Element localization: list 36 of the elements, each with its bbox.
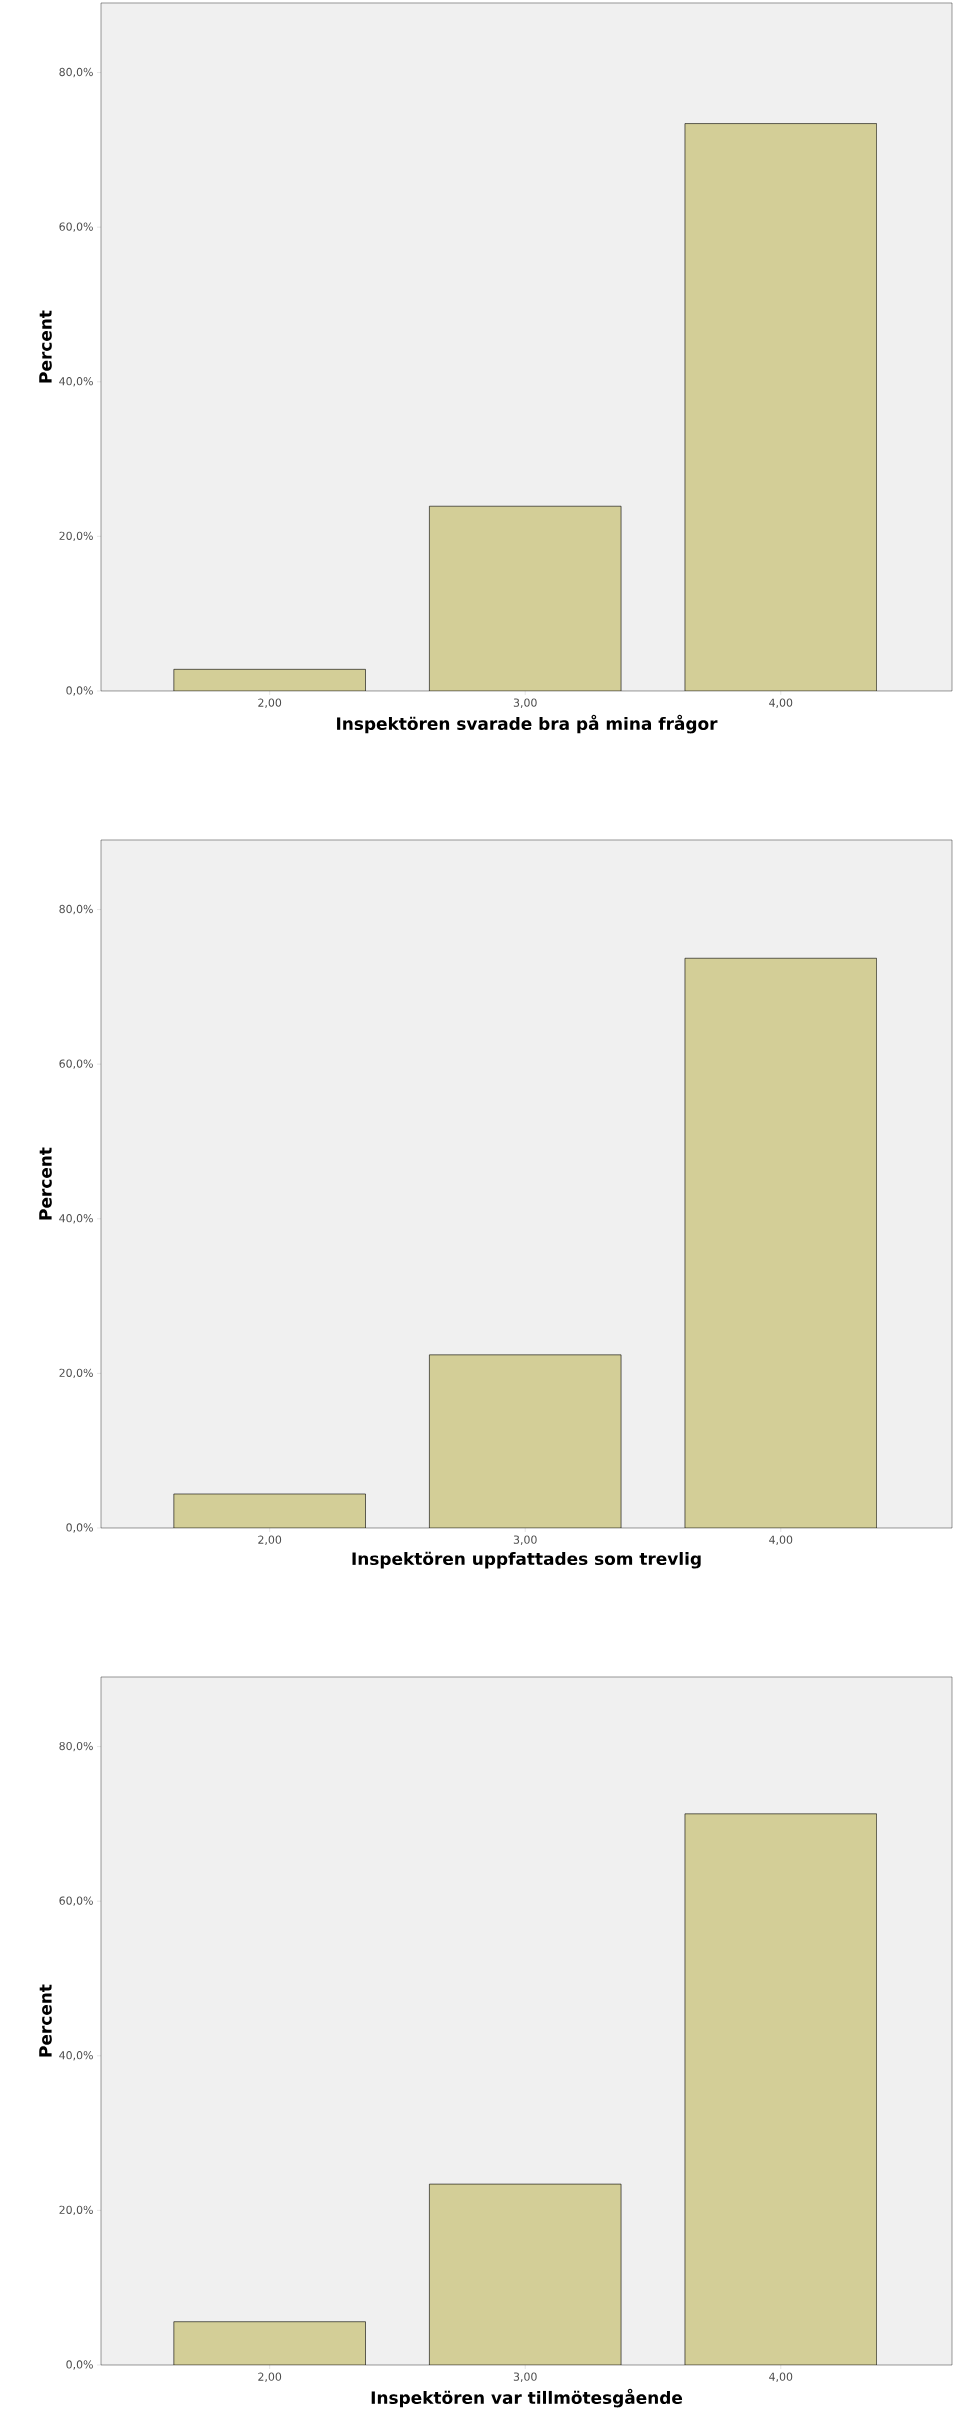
x-tick-label: 4,00	[769, 2372, 793, 2382]
x-tick-label: 4,00	[769, 1535, 793, 1545]
x-tick-label: 2,00	[258, 1535, 282, 1545]
x-tick-label: 4,00	[769, 698, 793, 708]
x-axis-title: Inspektören uppfattades som trevlig	[352, 1551, 701, 1569]
y-tick-label: 80,0%	[59, 904, 93, 915]
bar	[429, 2183, 622, 2365]
y-tick-label: 40,0%	[59, 377, 93, 387]
y-tick-label: 40,0%	[59, 2051, 93, 2061]
y-tick-label: 60,0%	[59, 1896, 93, 1906]
y-tick-label: 60,0%	[59, 1059, 93, 1069]
bar	[429, 1354, 622, 1528]
y-axis-title: Percent	[39, 1147, 52, 1220]
y-tick-label: 0,0%	[66, 1523, 93, 1533]
bar	[684, 1813, 877, 2365]
y-tick-label: 40,0%	[59, 1214, 93, 1224]
bar	[173, 2321, 366, 2365]
x-axis-title: Inspektören var tillmötesgående	[371, 2388, 683, 2408]
y-axis-title: Percent	[39, 1984, 52, 2057]
y-tick-label: 0,0%	[66, 2360, 93, 2370]
bar	[173, 1493, 366, 1528]
x-tick-label: 3,00	[513, 1535, 537, 1545]
y-axis-title: Percent	[39, 310, 52, 383]
x-axis-title: Inspektören svarade bra på mina frågor	[337, 714, 718, 734]
x-tick-label: 2,00	[258, 698, 282, 708]
y-tick-label: 60,0%	[59, 222, 93, 232]
x-tick-label: 3,00	[513, 698, 537, 708]
y-tick-label: 80,0%	[59, 67, 93, 78]
y-tick-label: 0,0%	[66, 686, 93, 696]
y-tick-label: 80,0%	[59, 1741, 93, 1752]
x-tick-label: 2,00	[258, 2372, 282, 2382]
y-tick-label: 20,0%	[59, 531, 93, 542]
y-tick-label: 20,0%	[59, 1368, 93, 1379]
x-tick-label: 3,00	[513, 2372, 537, 2382]
bar	[684, 957, 877, 1528]
y-tick-label: 20,0%	[59, 2205, 93, 2216]
